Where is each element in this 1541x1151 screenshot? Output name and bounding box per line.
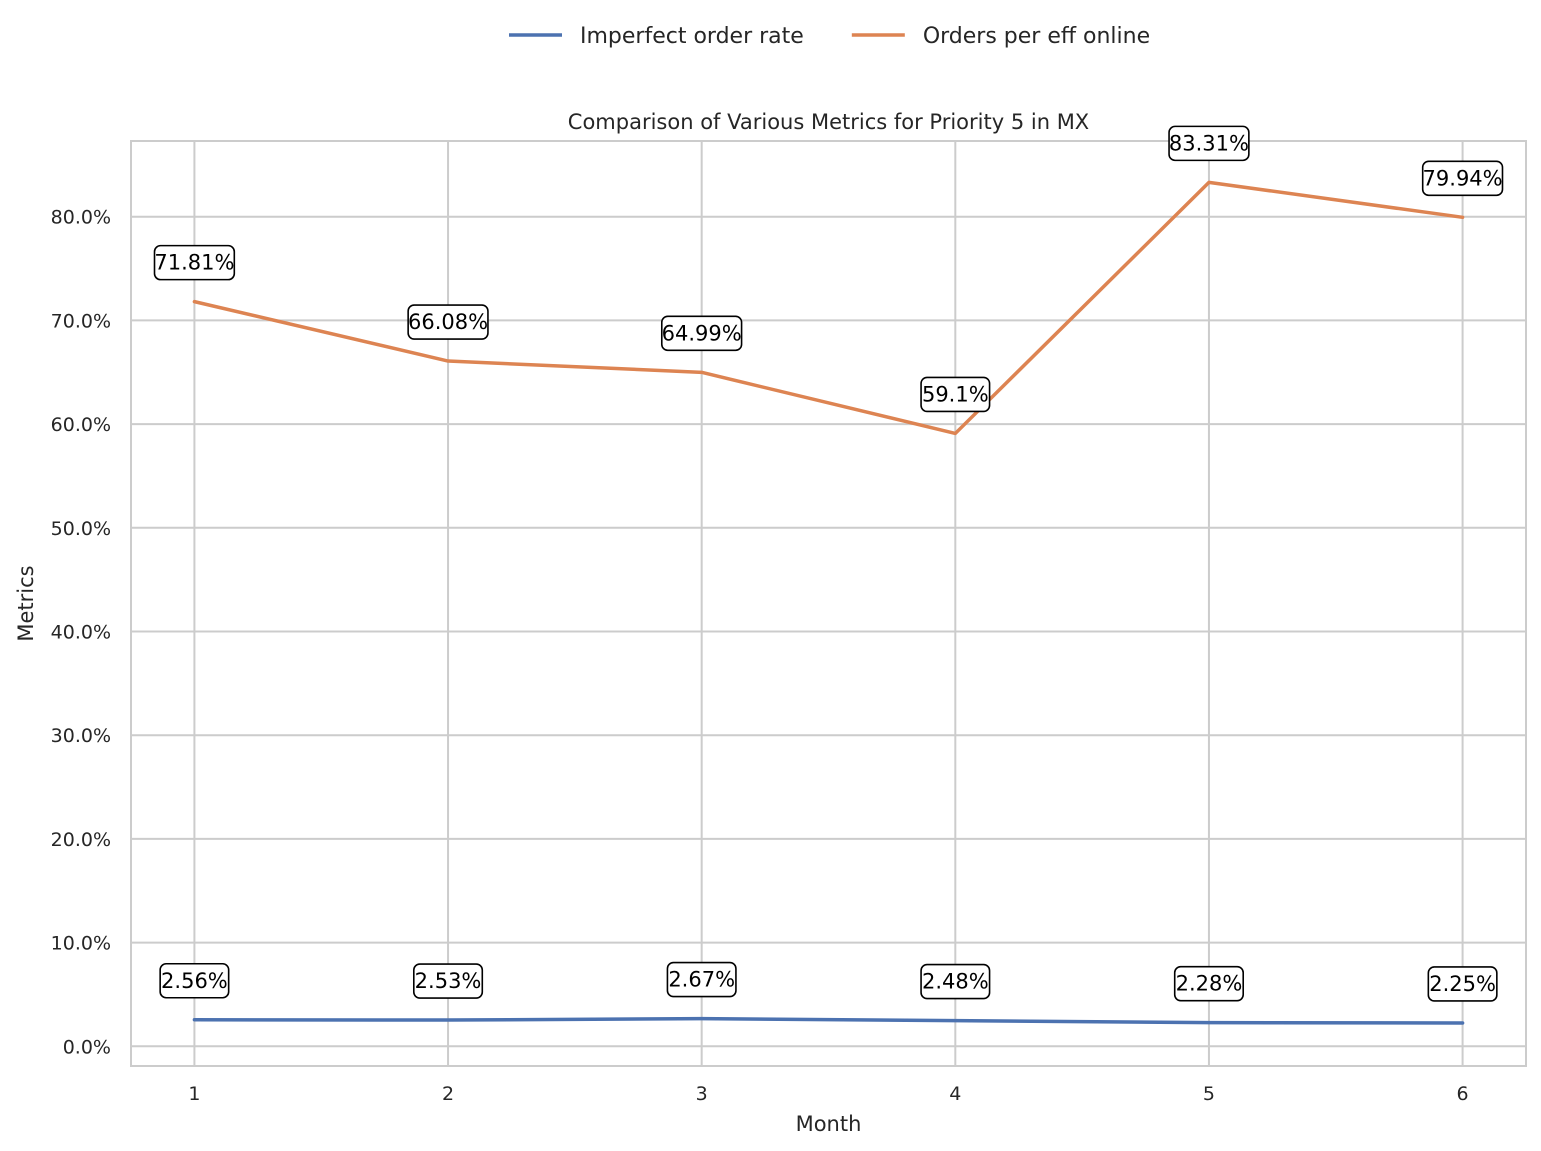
legend: Imperfect order rate Orders per eff onlin… [509, 24, 1150, 49]
x-tick-label: 5 [1203, 1083, 1215, 1105]
data-label-text: 2.67% [668, 968, 735, 992]
data-label-box [660, 315, 743, 352]
data-label-text: 2.28% [1176, 972, 1243, 996]
y-tick-label: 70.0% [51, 310, 111, 332]
y-tick-label: 80.0% [51, 207, 111, 229]
series-line-2 [192, 180, 1465, 436]
data-label: 2.67% [666, 961, 737, 998]
data-label-box [1427, 966, 1498, 1002]
y-tick-label: 20.0% [51, 829, 111, 851]
data-label-box [407, 304, 489, 340]
data-label-box [1421, 160, 1504, 197]
y-axis-label: Metrics [14, 565, 38, 641]
data-label: 2.56% [159, 962, 230, 999]
y-tick-label: 40.0% [51, 621, 111, 643]
x-tick-label: 3 [696, 1083, 708, 1105]
x-tick-label: 4 [949, 1083, 961, 1105]
legend-label: Orders per eff online [923, 24, 1150, 49]
data-label-text: 59.1% [922, 382, 989, 406]
data-label: 66.08% [407, 304, 489, 340]
data-label-box [1173, 965, 1245, 1002]
y-axis: 0.0% 10.0% 20.0% 30.0% 40.0% 50.0% 60.0% 70.0% 8… [51, 207, 111, 1059]
data-labels: 2.56% 2.53% 2.67% 2.48% 2.28% 2.25% 71.81% 66.0… [153, 125, 1504, 1002]
data-label-box [412, 963, 484, 999]
y-tick-label: 10.0% [51, 933, 111, 955]
x-axis: 1 2 3 4 5 6 [188, 1083, 1468, 1105]
y-tick-label: 0.0% [63, 1036, 111, 1058]
data-label-box [159, 962, 230, 999]
data-label: 59.1% [920, 376, 991, 413]
series-line-1 [192, 1016, 1465, 1025]
data-label: 2.48% [920, 963, 991, 1000]
grid [131, 141, 1526, 1066]
data-label: 2.25% [1427, 966, 1498, 1002]
data-label-text: 2.56% [161, 969, 228, 993]
x-tick-label: 2 [442, 1083, 454, 1105]
data-label-text: 79.94% [1423, 166, 1503, 190]
data-label-text: 2.48% [922, 970, 989, 994]
data-label-box [920, 376, 991, 413]
data-label: 2.28% [1173, 965, 1245, 1002]
chart-title: Comparison of Various Metrics for Priori… [568, 110, 1089, 134]
data-label-text: 71.81% [154, 251, 234, 275]
x-tick-label: 1 [188, 1083, 200, 1105]
data-label-box [153, 244, 236, 281]
data-label: 71.81% [153, 244, 236, 281]
legend-item: Imperfect order rate [509, 24, 804, 49]
y-tick-label: 60.0% [51, 414, 111, 436]
data-label-box [920, 963, 991, 1000]
data-label: 79.94% [1421, 160, 1504, 197]
data-label-text: 2.53% [415, 969, 482, 993]
data-label: 2.53% [412, 963, 484, 999]
data-label-text: 64.99% [662, 321, 742, 345]
data-label-text: 66.08% [408, 310, 488, 334]
data-label-text: 2.25% [1429, 972, 1496, 996]
x-axis-label: Month [796, 1112, 862, 1136]
y-tick-label: 30.0% [51, 725, 111, 747]
plot-frame [130, 140, 1527, 1067]
data-label-text: 83.31% [1169, 131, 1249, 155]
x-tick-label: 6 [1457, 1083, 1469, 1105]
data-label-box [1168, 125, 1250, 162]
data-label: 83.31% [1168, 125, 1250, 162]
data-label-box [666, 961, 737, 998]
legend-label: Imperfect order rate [580, 24, 804, 49]
data-label: 64.99% [660, 315, 743, 352]
series-lines [192, 180, 1465, 1025]
legend-item: Orders per eff online [851, 24, 1150, 49]
y-tick-label: 50.0% [51, 518, 111, 540]
